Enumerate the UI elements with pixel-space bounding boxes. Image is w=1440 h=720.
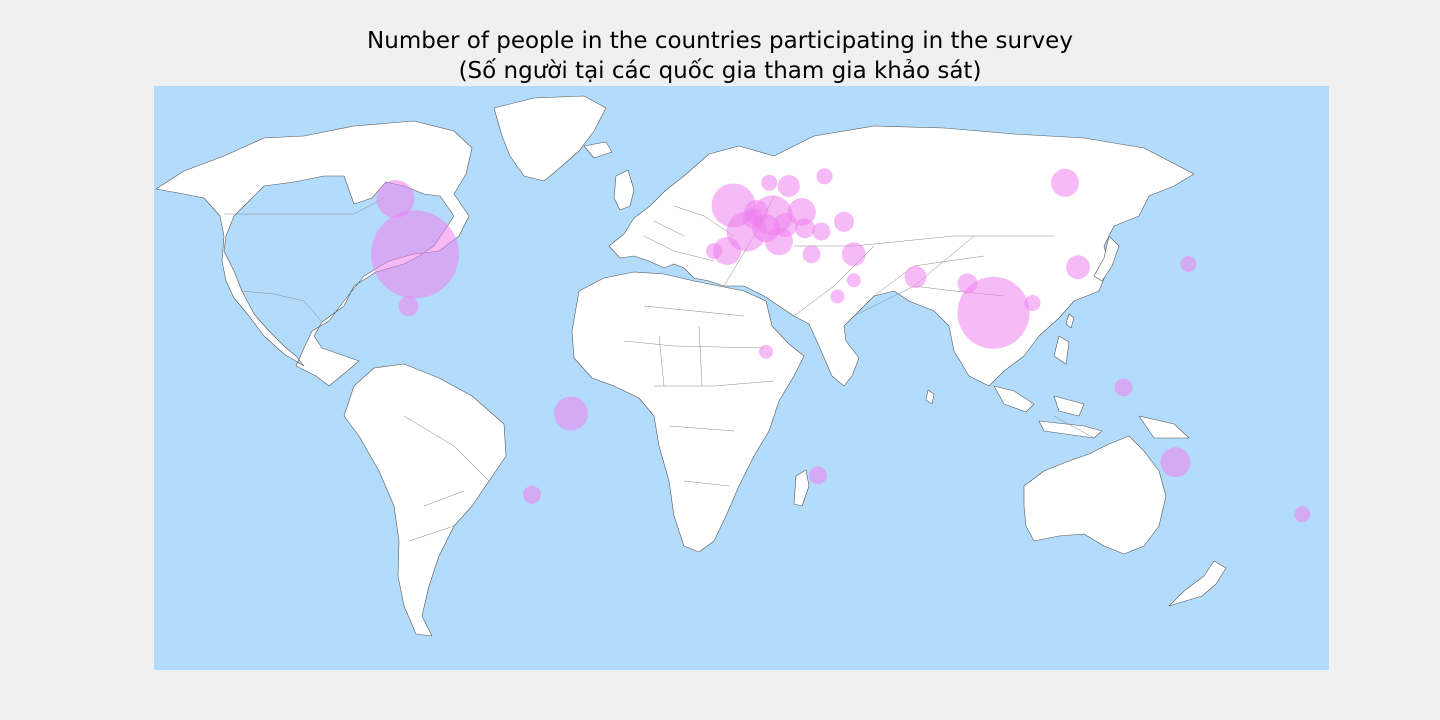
participant-bubble (761, 174, 778, 191)
participant-bubble (371, 210, 459, 299)
participant-bubble (743, 208, 763, 229)
landmass-new-zealand (1168, 560, 1227, 607)
participant-bubble (795, 218, 815, 239)
chart-title: Number of people in the countries partic… (0, 26, 1440, 86)
participant-bubble (398, 296, 419, 317)
landmass-indonesia (993, 385, 1190, 439)
participant-bubble (846, 273, 861, 288)
participant-bubble (904, 266, 927, 288)
participant-bubble (1160, 447, 1191, 478)
participant-bubble (1114, 378, 1133, 397)
participant-bubble (809, 466, 827, 485)
participant-bubble (1066, 255, 1090, 280)
participant-bubbles (371, 168, 1311, 523)
landmass-iceland (583, 141, 613, 159)
landmass-eurasia (608, 125, 1195, 387)
participant-bubble (773, 213, 798, 237)
participant-bubble (957, 276, 1030, 349)
participant-bubble (376, 180, 415, 218)
participant-bubble (1051, 168, 1079, 197)
landmass-philippines (1053, 335, 1070, 365)
participant-bubble (812, 222, 831, 241)
participant-bubble (841, 242, 866, 267)
world-map (154, 86, 1329, 670)
participant-bubble (830, 289, 845, 304)
participant-bubble (554, 396, 588, 431)
landmass-south-america (343, 363, 507, 637)
participant-bubble (1180, 256, 1197, 272)
landmass-madagascar (793, 469, 810, 507)
landmass-great-britain (613, 169, 635, 211)
landmass-africa (571, 271, 805, 553)
landmass-japan (1093, 235, 1120, 282)
landmass-sri-lanka (925, 389, 935, 405)
landmass-australia (1023, 435, 1167, 555)
participant-bubble (957, 273, 978, 294)
landmasses (155, 95, 1227, 637)
participant-bubble (1024, 295, 1041, 311)
landmass-taiwan (1065, 313, 1075, 329)
landmass-greenland (493, 95, 607, 182)
participant-bubble (834, 211, 854, 232)
participant-bubble (802, 245, 821, 264)
participant-bubble (523, 485, 541, 504)
chart-title-line1: Number of people in the countries partic… (367, 28, 1073, 54)
participant-bubble (777, 175, 800, 197)
chart-title-line2: (Số người tại các quốc gia tham gia khảo… (458, 58, 982, 84)
participant-bubble (1294, 506, 1311, 523)
participant-bubble (816, 168, 833, 185)
participant-bubble (759, 344, 773, 359)
participant-bubble (706, 243, 722, 259)
